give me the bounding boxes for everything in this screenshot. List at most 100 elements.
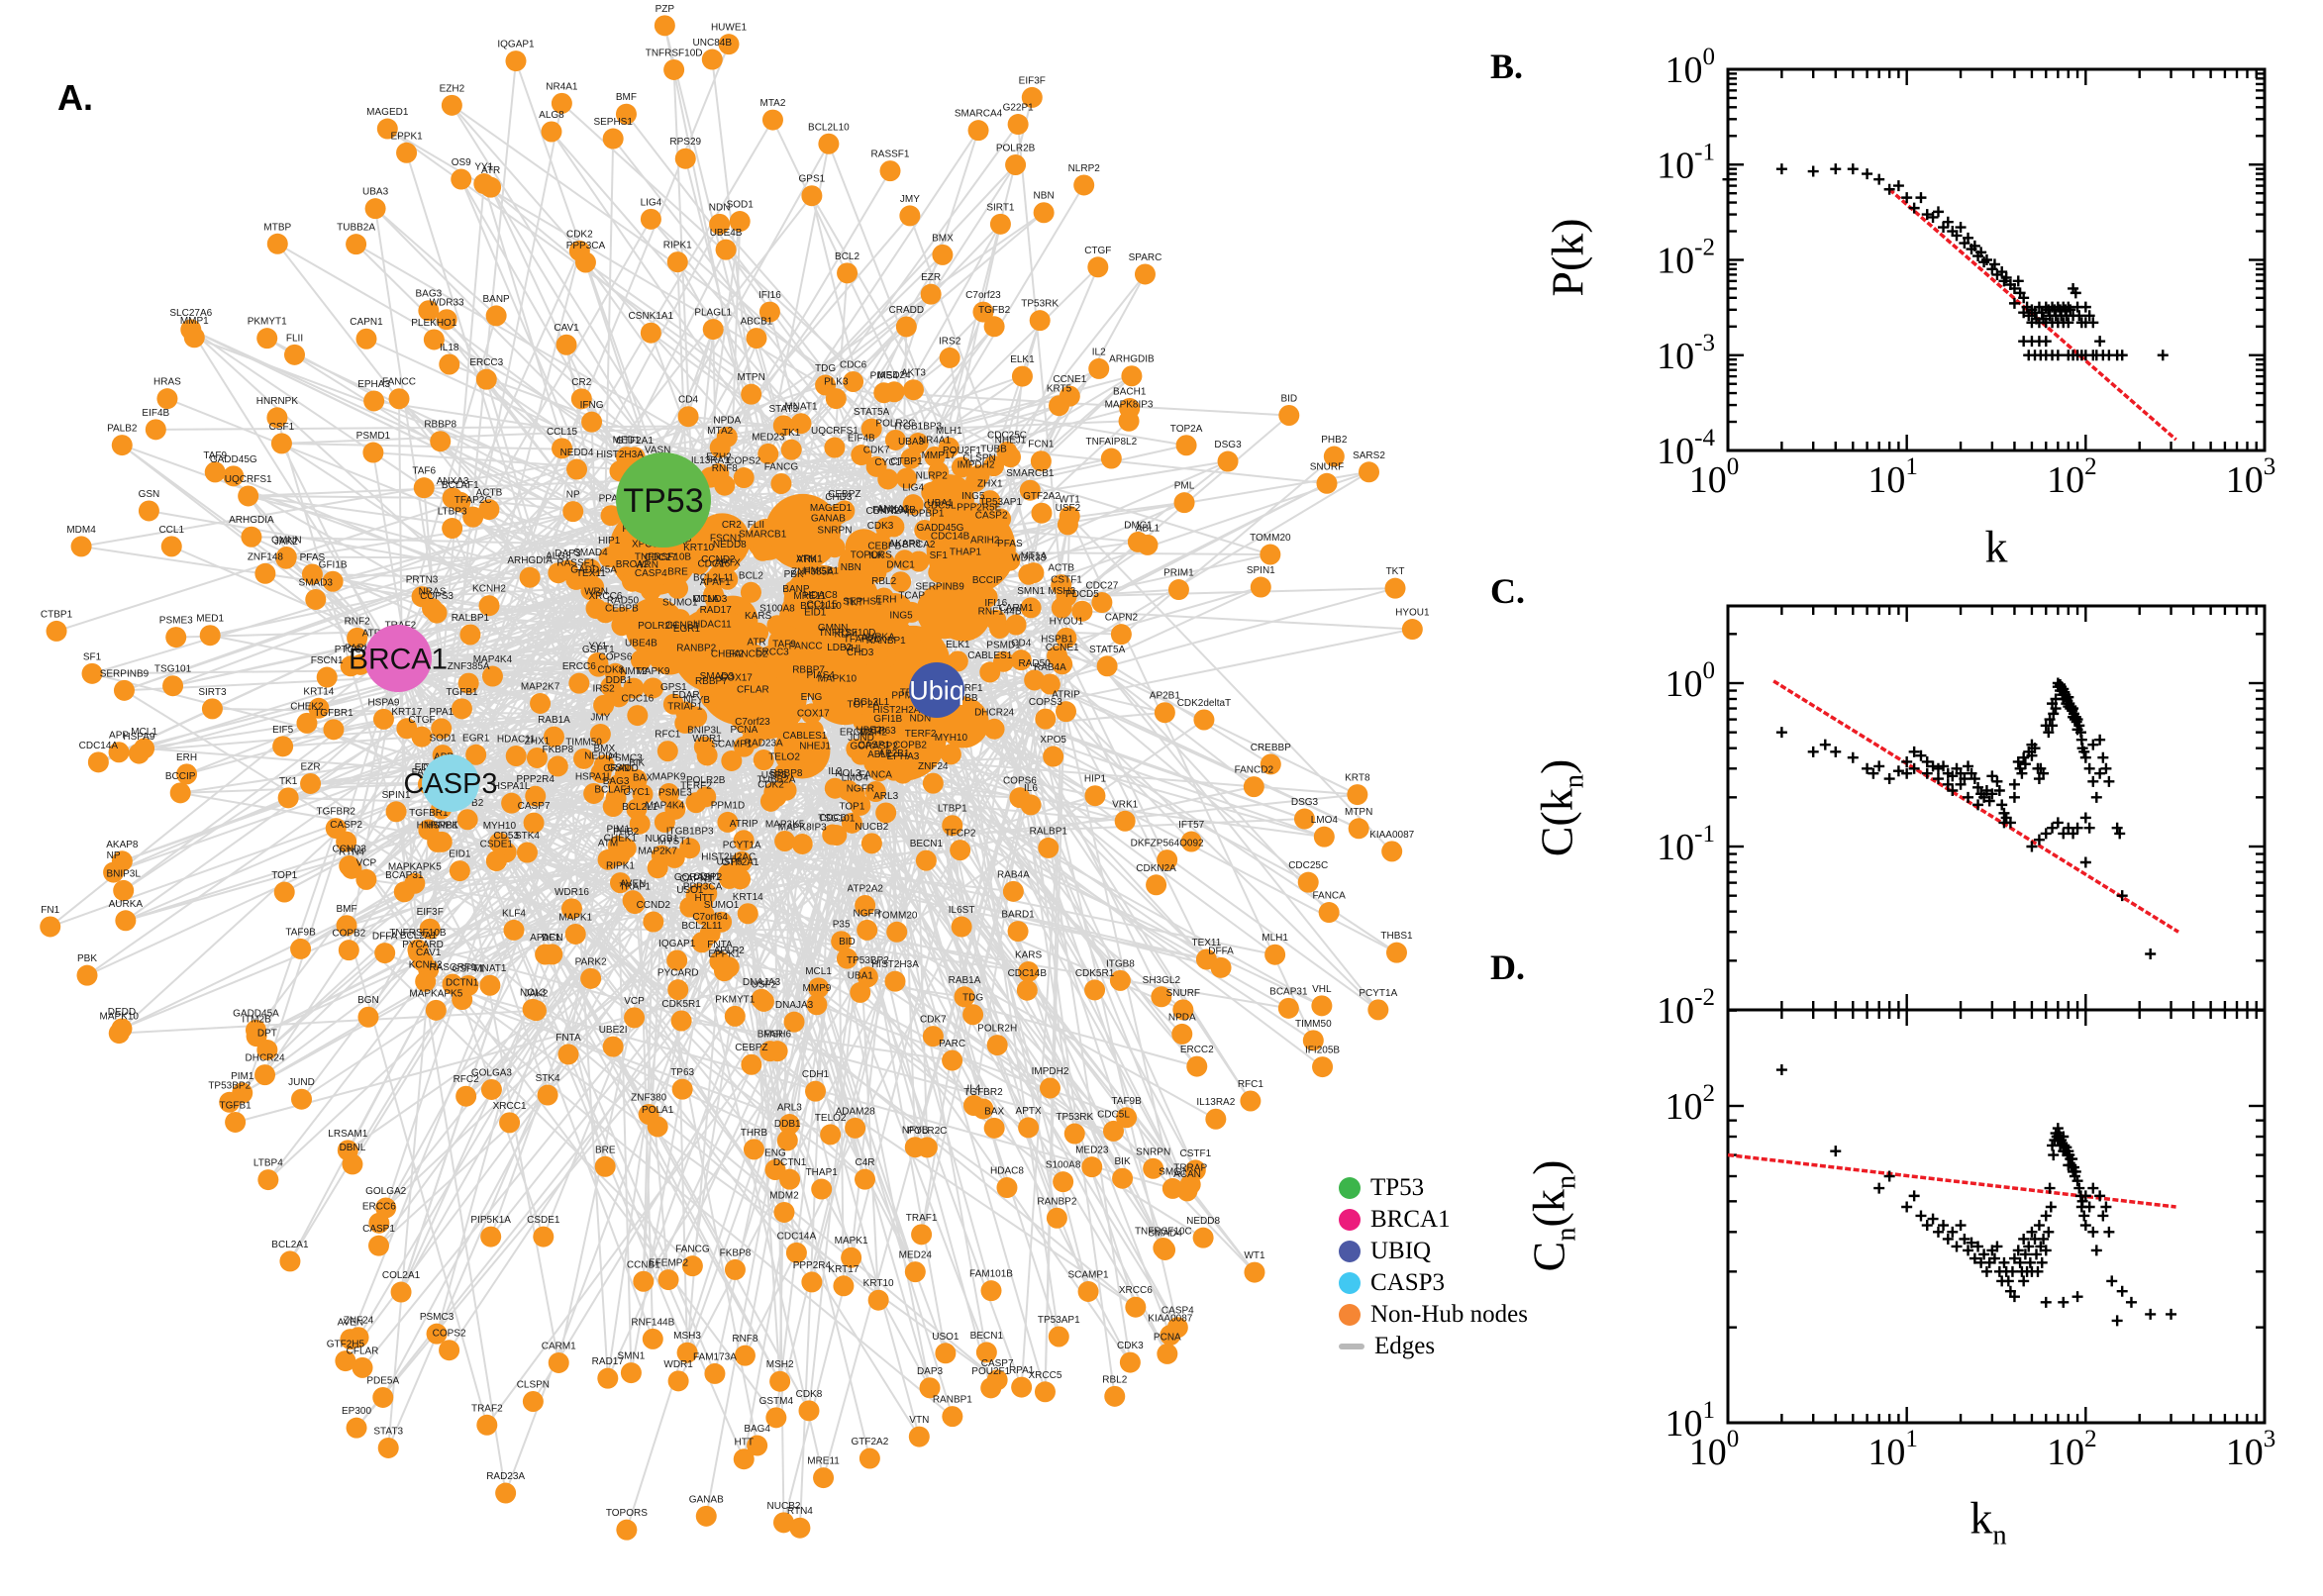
- network-labels-layer: TP53RK KIAA0087 DSG3 SNURF MAGED1 DHCR24 CDC14…: [41, 4, 1430, 1519]
- network-node: [724, 1258, 746, 1280]
- network-node-label: MYH10: [935, 733, 968, 744]
- network-node-label: APTX: [715, 557, 741, 568]
- network-node-label: DPT: [257, 1028, 277, 1039]
- network-node: [657, 1269, 679, 1291]
- network-node: [610, 872, 632, 894]
- network-node-label: ZNF148: [248, 551, 284, 562]
- network-node-label: NUCB2: [767, 1501, 801, 1512]
- network-node: [986, 1035, 1008, 1056]
- network-node: [865, 455, 887, 477]
- network-node-label: YY1: [588, 641, 607, 651]
- network-node-label: MMP1: [180, 316, 209, 327]
- network-node-label: THAP1: [950, 548, 982, 558]
- network-node: [654, 15, 675, 37]
- network-node-label: TFAP2C: [844, 634, 881, 645]
- network-node: [1384, 577, 1406, 599]
- network-node-label: UBE2I: [599, 1025, 628, 1036]
- x-tick-label: 103: [2226, 1426, 2276, 1473]
- network-node-label: CDK2: [758, 779, 784, 790]
- network-node: [996, 1177, 1018, 1199]
- network-node-label: RTN4: [339, 847, 364, 857]
- network-node: [495, 1482, 517, 1504]
- network-node-label: FAM101B: [969, 1269, 1013, 1280]
- network-node-label: EIF3F: [417, 907, 444, 918]
- network-node-label: MLH1: [936, 426, 962, 437]
- network-node-label: CCL1: [158, 525, 184, 536]
- network-node-label: MAPK10: [818, 673, 858, 684]
- network-node-label: CFLAR: [347, 1346, 379, 1356]
- network-node-label: GPS1: [660, 682, 687, 693]
- network-node-label: TCAP: [898, 590, 925, 601]
- network-node-label: AVEN: [338, 1318, 364, 1329]
- network-node: [964, 470, 986, 492]
- network-node: [1119, 397, 1141, 419]
- network-node-label: FKBP8: [720, 1247, 752, 1258]
- network-node-label: TERF2: [905, 729, 937, 740]
- network-node: [277, 787, 299, 809]
- network-node: [357, 1006, 379, 1028]
- network-node-label: AP2B1: [878, 748, 910, 759]
- network-node-label: CSDE1: [480, 840, 514, 850]
- network-node-label: NFYB: [902, 1126, 929, 1137]
- network-node: [1053, 1171, 1074, 1193]
- network-node-label: COL2A1: [382, 1270, 421, 1281]
- network-node-label: PBK: [77, 953, 97, 964]
- network-node-label: TGFB1: [446, 687, 478, 698]
- network-node-label: PSMC3: [608, 753, 643, 764]
- network-node-label: CTBP1: [890, 456, 923, 467]
- network-node-label: PSME3: [159, 616, 193, 627]
- network-node: [640, 322, 661, 344]
- network-node-label: TIMM50: [565, 737, 602, 748]
- network-node: [565, 568, 587, 590]
- network-node: [1157, 1343, 1178, 1364]
- network-node-label: AKAP8: [106, 840, 139, 850]
- network-node: [663, 58, 685, 80]
- network-node-label: ABL1: [1136, 523, 1161, 534]
- network-node-label: HIP1: [1084, 774, 1107, 785]
- network-node-label: ATP2A2: [847, 884, 883, 895]
- network-node-label: SNRPN: [1136, 1147, 1170, 1157]
- network-node-label: USP5: [717, 856, 744, 867]
- network-node-label: HUWE1: [711, 23, 748, 34]
- network-node: [928, 561, 950, 583]
- network-node-label: RBBP8: [770, 768, 803, 779]
- network-node-label: BCLAF1: [442, 480, 479, 491]
- network-node-label: MMP17: [922, 450, 957, 461]
- network-node-label: VTN: [909, 1415, 929, 1426]
- network-node-label: BRCA2: [902, 540, 936, 550]
- network-node-label: NEDD8: [713, 540, 747, 550]
- network-node: [441, 94, 462, 116]
- network-node: [574, 251, 596, 273]
- network-node-label: RNF8: [732, 1334, 758, 1345]
- network-node: [1100, 448, 1122, 469]
- network-node-label: CYC1: [624, 787, 651, 798]
- network-node-label: AURKA: [860, 632, 895, 643]
- network-node-label: NR4A1: [919, 435, 952, 446]
- network-node: [1024, 669, 1046, 691]
- network-node-label: NGFR: [847, 783, 874, 794]
- network-node-label: STAT5A: [1089, 645, 1126, 655]
- network-node-label: FANCA: [859, 770, 893, 781]
- network-node-label: APAF1: [530, 933, 560, 944]
- network-node-label: CASP7: [981, 1358, 1014, 1369]
- scatter-points: [1722, 163, 2169, 361]
- network-node-label: TRRAP: [1173, 1162, 1207, 1173]
- network-node: [909, 724, 931, 746]
- network-node: [232, 1082, 253, 1104]
- network-node-label: COPS2: [433, 1329, 466, 1340]
- network-node-label: COX17: [797, 709, 830, 720]
- network-node-label: GTF2A1: [722, 857, 759, 868]
- network-node-label: UQCRFS1: [225, 474, 272, 485]
- network-node-label: TAF6: [412, 466, 436, 477]
- network-node: [1157, 849, 1178, 871]
- network-node-label: CLSPN: [962, 453, 995, 464]
- network-node-label: RNF144B: [631, 1317, 674, 1328]
- network-node: [1143, 1157, 1164, 1179]
- network-node: [629, 813, 651, 835]
- network-node-label: HIST2H2AC: [873, 705, 928, 716]
- network-node: [922, 772, 944, 794]
- network-node-label: DBNL: [340, 1143, 366, 1153]
- network-node-label: MAPK1: [835, 1236, 868, 1247]
- network-node-label: MMP9: [802, 983, 831, 994]
- network-node: [611, 615, 633, 637]
